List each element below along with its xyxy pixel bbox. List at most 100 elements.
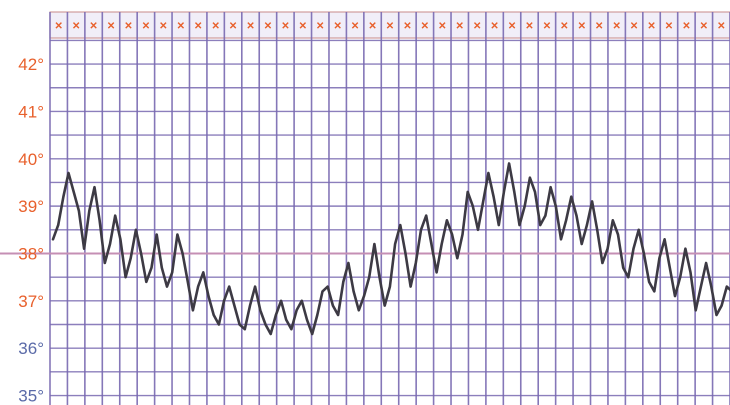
- y-axis-labels: 42° 41° 40° 39° 38° 37° 36° 35°: [18, 55, 44, 405]
- header-mark: ✕: [281, 21, 289, 32]
- header-mark: ✕: [107, 21, 115, 32]
- data-point: [166, 286, 168, 288]
- data-point: [492, 196, 495, 198]
- data-point: [425, 215, 427, 217]
- data-point: [238, 323, 241, 326]
- data-point: [347, 262, 350, 264]
- data-point: [534, 191, 536, 193]
- data-point: [150, 267, 153, 269]
- data-point: [456, 257, 458, 259]
- data-point: [420, 229, 422, 231]
- data-point: [119, 238, 121, 240]
- data-point: [135, 229, 137, 231]
- data-point: [114, 215, 116, 217]
- data-point: [244, 328, 246, 330]
- data-point: [612, 219, 614, 221]
- data-point: [461, 233, 464, 236]
- header-mark: ✕: [386, 21, 394, 32]
- data-point: [93, 186, 96, 188]
- data-point: [601, 262, 604, 264]
- header-mark: ✕: [630, 21, 638, 32]
- data-point: [653, 290, 655, 292]
- data-point: [321, 290, 324, 292]
- data-point: [233, 304, 236, 307]
- data-point: [529, 177, 531, 179]
- data-point: [327, 286, 329, 288]
- data-point: [316, 314, 318, 316]
- data-point: [555, 205, 557, 207]
- header-mark: ✕: [299, 21, 307, 32]
- data-point: [472, 205, 474, 207]
- data-point: [638, 229, 640, 231]
- data-point: [487, 172, 489, 174]
- data-point: [290, 328, 293, 330]
- header-mark: ✕: [124, 21, 132, 32]
- data-point: [275, 314, 277, 316]
- header-mark: ✕: [142, 21, 150, 32]
- data-point: [435, 271, 438, 274]
- data-point: [721, 304, 723, 307]
- data-point: [99, 219, 101, 221]
- header-mark: ✕: [612, 21, 620, 32]
- data-point: [207, 295, 210, 297]
- data-point: [518, 224, 521, 226]
- y-tick-label: 36°: [18, 339, 44, 358]
- data-point: [181, 252, 184, 255]
- data-point: [508, 162, 510, 165]
- data-point: [399, 224, 401, 226]
- data-point: [296, 309, 298, 311]
- data-point: [73, 191, 75, 193]
- header-mark: ✕: [368, 21, 376, 32]
- data-point: [643, 252, 645, 255]
- y-tick-label: 39°: [18, 197, 44, 216]
- data-point: [264, 323, 267, 326]
- data-point: [581, 243, 583, 245]
- data-point: [358, 309, 360, 311]
- data-point: [726, 286, 728, 288]
- data-point: [249, 304, 251, 307]
- data-point: [632, 248, 635, 250]
- data-point: [607, 248, 609, 250]
- data-point: [446, 219, 448, 221]
- data-point: [384, 304, 386, 307]
- header-mark: ✕: [438, 21, 446, 32]
- header-mark: ✕: [473, 21, 481, 32]
- data-point: [156, 233, 158, 236]
- data-point: [539, 224, 541, 226]
- data-point: [363, 295, 365, 297]
- data-point: [285, 319, 287, 321]
- temperature-series: [51, 162, 730, 336]
- data-point: [342, 281, 344, 283]
- header-mark: ✕: [421, 21, 429, 32]
- header-mark: ✕: [55, 21, 63, 32]
- data-point: [482, 200, 484, 202]
- header-mark: ✕: [717, 21, 725, 32]
- header-mark: ✕: [682, 21, 690, 32]
- y-tick-label: 35°: [18, 387, 44, 405]
- data-point: [130, 257, 132, 259]
- data-point: [378, 276, 381, 278]
- data-point: [202, 271, 204, 274]
- data-point: [394, 243, 396, 245]
- data-point: [586, 224, 588, 226]
- data-point: [171, 271, 173, 274]
- header-mark: ✕: [177, 21, 185, 32]
- header-mark: ✕: [403, 21, 411, 32]
- data-point: [410, 286, 412, 288]
- header-mark: ✕: [72, 21, 80, 32]
- data-point: [332, 304, 334, 307]
- header-mark: ✕: [490, 21, 498, 32]
- data-point: [695, 309, 697, 311]
- data-point: [109, 243, 111, 245]
- plot-area: [50, 12, 730, 405]
- header-mark: ✕: [578, 21, 586, 32]
- data-point: [213, 314, 215, 316]
- data-point: [570, 196, 572, 198]
- data-point: [187, 281, 189, 283]
- data-point: [689, 271, 692, 274]
- header-mark: ✕: [333, 21, 341, 32]
- data-point: [710, 286, 712, 288]
- header-mark: ✕: [211, 21, 219, 32]
- data-point: [700, 286, 702, 288]
